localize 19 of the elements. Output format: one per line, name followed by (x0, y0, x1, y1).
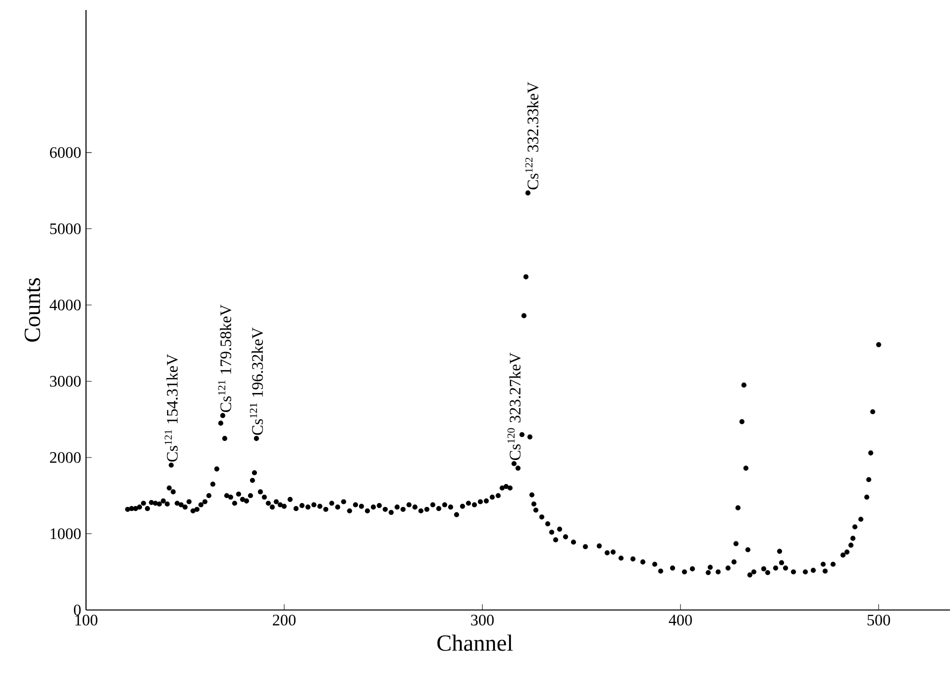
annotation: Cs$^{121}$ 154.31keV (164, 354, 178, 462)
y-tick-label: 1000 (50, 528, 81, 540)
annotation: Cs$^{120}$ 323.27keV (507, 352, 521, 460)
x-tick-label: 400 (668, 614, 692, 626)
y-tick-label: 0 (74, 604, 81, 616)
annotation: Cs$^{121}$ 196.32keV (250, 327, 263, 435)
annotation: Cs$^{121}$ 179.58keV (218, 304, 232, 412)
x-tick-label: 300 (471, 614, 494, 626)
y-tick-label: 4000 (50, 300, 81, 310)
y-tick-label: 2000 (50, 452, 81, 463)
x-axis-title: Channel (437, 634, 513, 651)
x-tick-label: 200 (272, 614, 296, 626)
y-tick-label: 5000 (50, 223, 81, 234)
y-tick-label: 3000 (50, 376, 81, 387)
x-tick-label: 100 (75, 614, 98, 626)
y-tick-label: 6000 (50, 147, 81, 158)
annotation: Cs$^{122}$ 332.33keV (525, 82, 538, 190)
y-axis-title: Counts (24, 278, 40, 342)
x-tick-label: 500 (868, 614, 890, 626)
